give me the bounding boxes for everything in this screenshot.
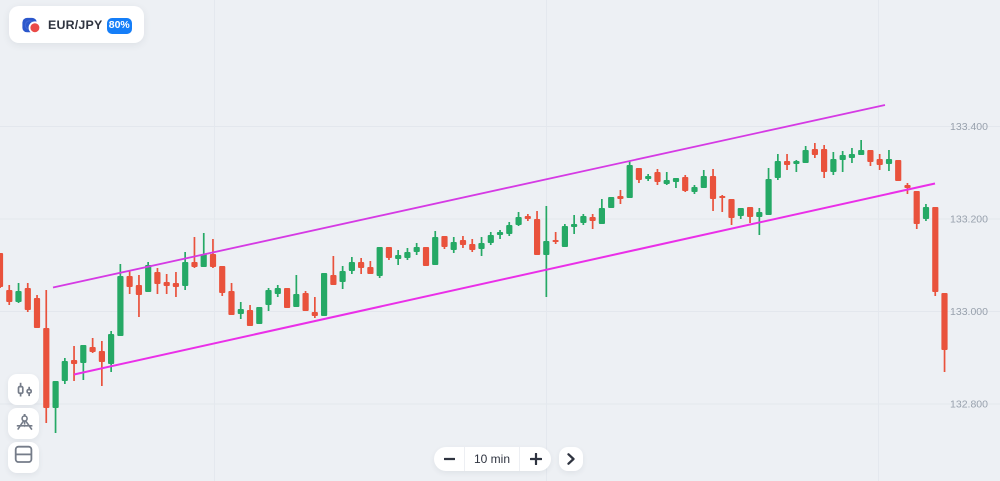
svg-text:133.400: 133.400 — [950, 121, 988, 133]
svg-text:133.200: 133.200 — [950, 214, 988, 226]
svg-text:133.000: 133.000 — [950, 306, 988, 318]
svg-text:132.800: 132.800 — [950, 399, 988, 411]
